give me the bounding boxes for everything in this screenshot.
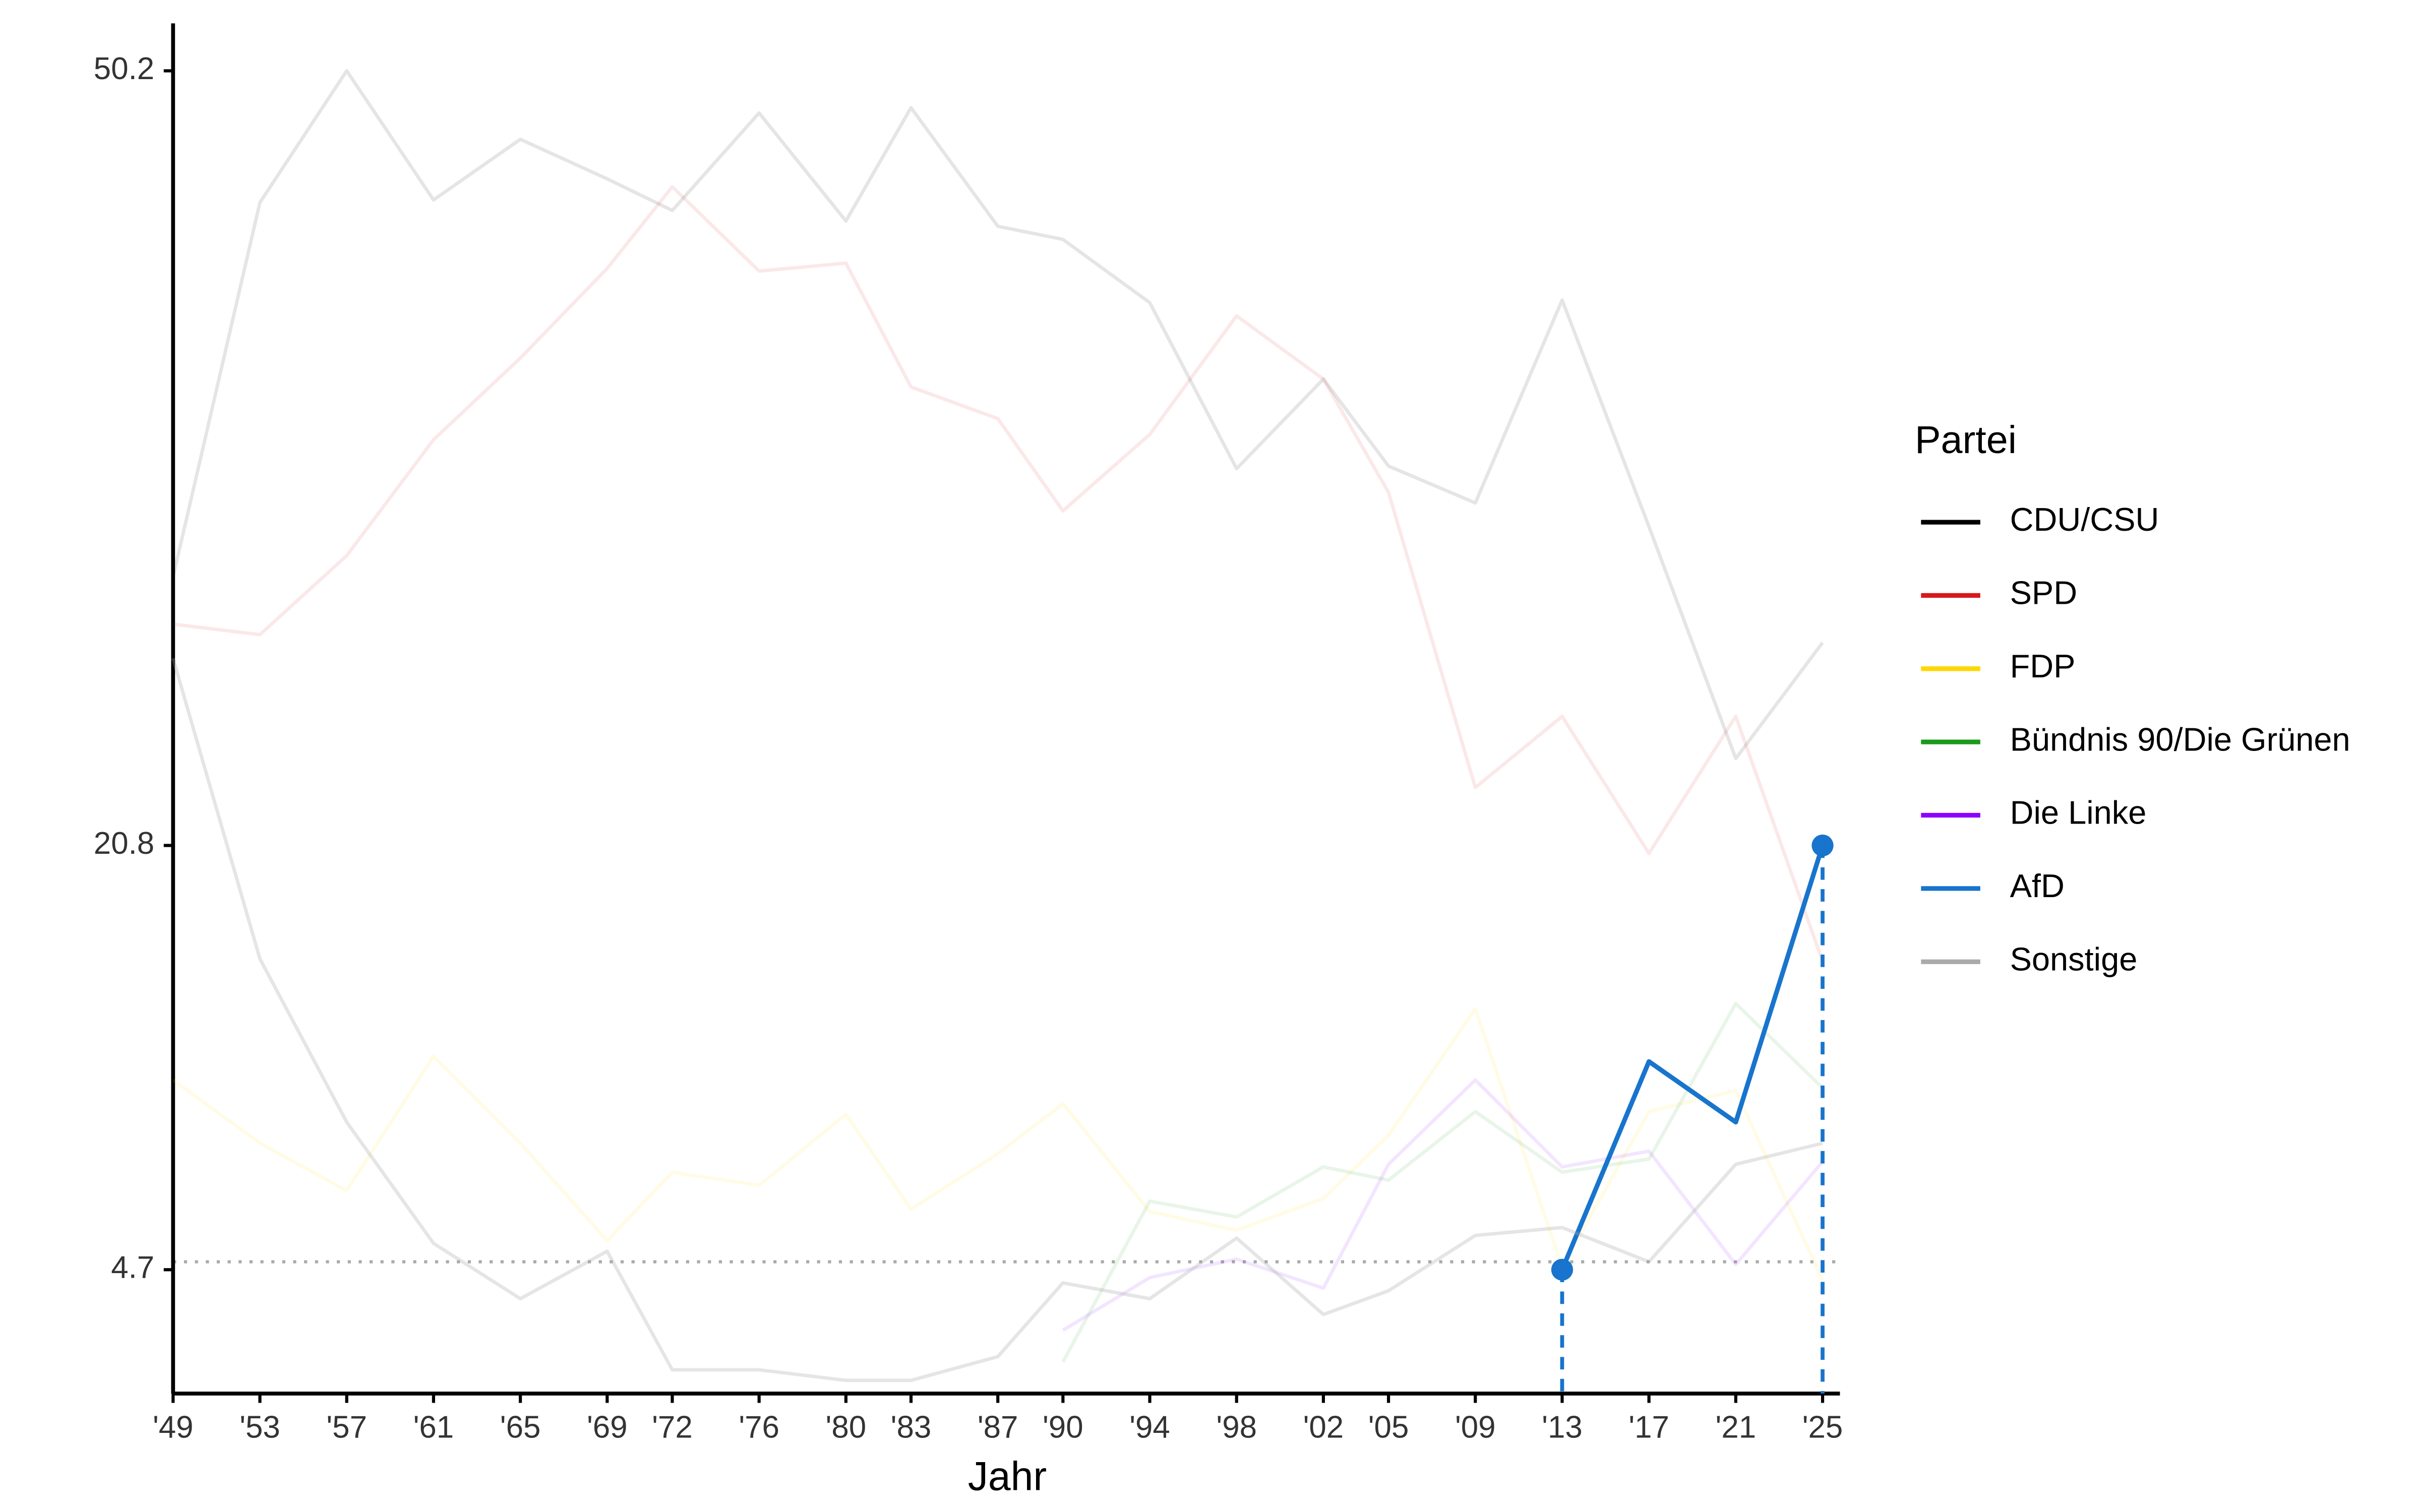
legend-label: Bündnis 90/Die Grünen <box>2010 721 2350 758</box>
x-tick-label: '69 <box>587 1410 628 1444</box>
x-tick-label: '72 <box>652 1410 693 1444</box>
x-tick-label: '49 <box>153 1410 194 1444</box>
x-tick-label: '80 <box>826 1410 867 1444</box>
series-line <box>1560 845 1825 1271</box>
x-tick-label: '65 <box>500 1410 541 1444</box>
legend-label: CDU/CSU <box>2010 501 2159 538</box>
legend-label: FDP <box>2010 648 2076 684</box>
x-axis-title: Jahr <box>968 1454 1047 1499</box>
legend-label: Die Linke <box>2010 794 2147 831</box>
x-tick-label: '83 <box>891 1410 932 1444</box>
series-line <box>1061 1001 1824 1363</box>
x-tick-label: '53 <box>239 1410 280 1444</box>
series-line <box>1062 1078 1824 1332</box>
x-tick-label: '61 <box>413 1410 454 1444</box>
x-tick-label: '87 <box>978 1410 1018 1444</box>
series-line <box>171 69 1824 761</box>
y-tick-label: 50.2 <box>94 51 154 86</box>
x-tick-label: '21 <box>1716 1410 1757 1444</box>
y-tick-label: 4.7 <box>111 1250 154 1285</box>
x-tick-label: '02 <box>1303 1410 1344 1444</box>
x-tick-label: '25 <box>1802 1410 1843 1444</box>
x-tick-label: '05 <box>1368 1410 1409 1444</box>
point <box>1551 1258 1574 1281</box>
legend-label: SPD <box>2010 575 2078 611</box>
x-tick-label: '57 <box>326 1410 367 1444</box>
x-tick-label: '94 <box>1129 1410 1170 1444</box>
legend-label: Sonstige <box>2010 940 2138 977</box>
series-line <box>172 185 1825 962</box>
legend-label: AfD <box>2010 867 2065 904</box>
point <box>1811 834 1834 857</box>
series-line <box>172 1007 1825 1281</box>
x-tick-label: '09 <box>1455 1410 1496 1444</box>
x-tick-label: '76 <box>739 1410 779 1444</box>
legend-title: Partei <box>1915 418 2017 462</box>
series-line <box>171 658 1823 1382</box>
x-tick-label: '90 <box>1043 1410 1083 1444</box>
y-tick-label: 20.8 <box>94 826 154 861</box>
x-tick-label: '98 <box>1216 1410 1257 1444</box>
x-tick-label: '13 <box>1542 1410 1583 1444</box>
x-tick-label: '17 <box>1628 1410 1669 1444</box>
